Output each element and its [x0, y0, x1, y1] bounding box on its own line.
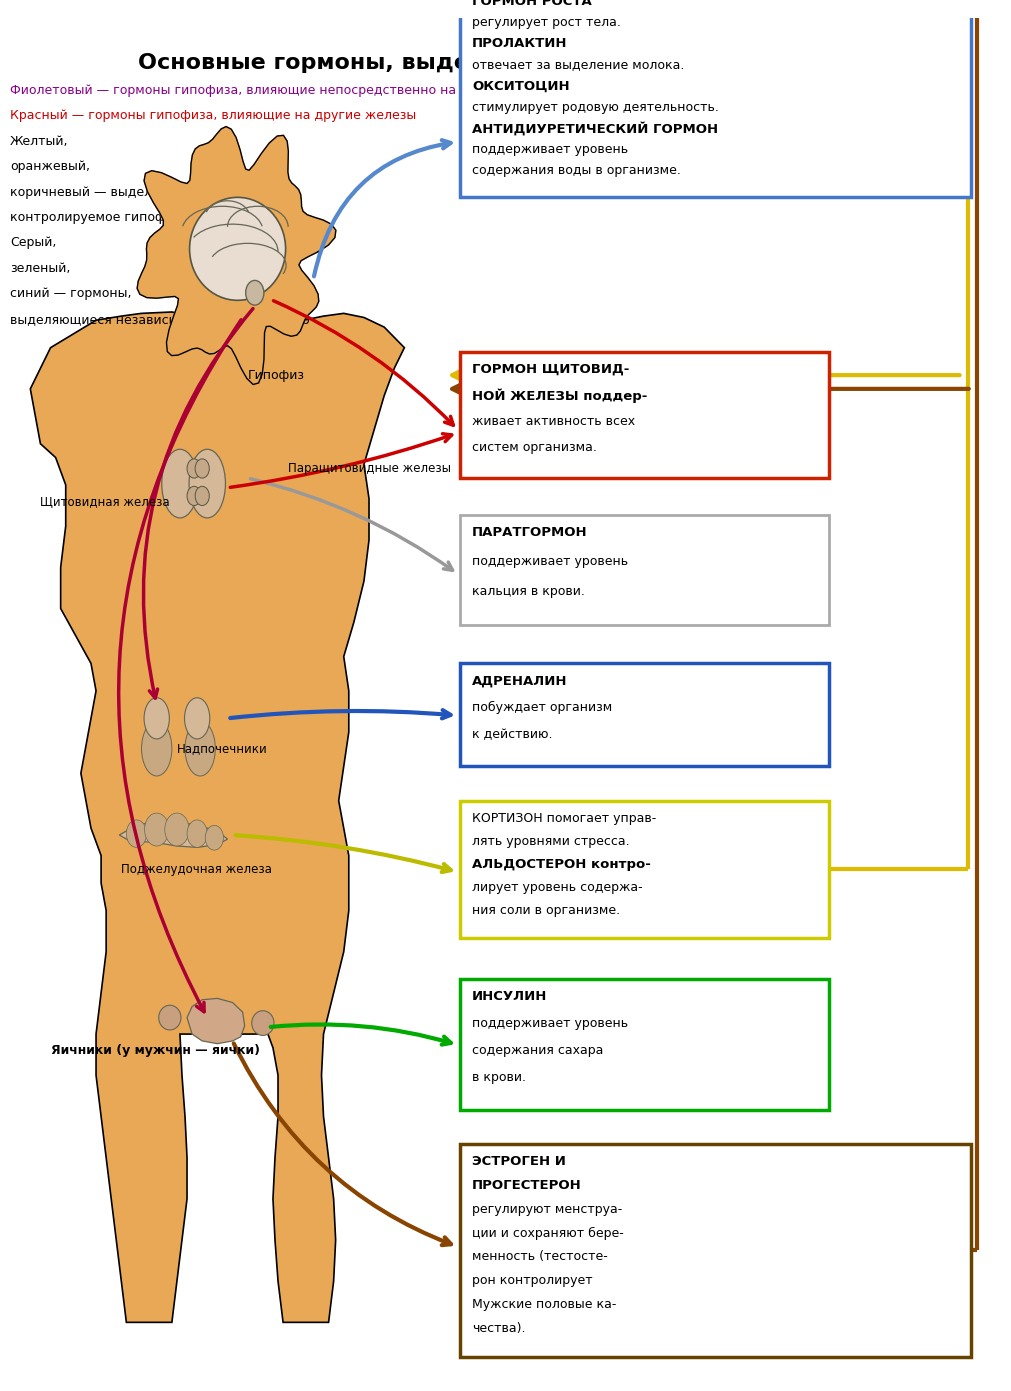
- Text: отвечает за выделение молока.: отвечает за выделение молока.: [472, 58, 684, 71]
- Text: Гипофиз: Гипофиз: [248, 369, 304, 381]
- Text: Основные гормоны, выделяемые эндокринной системой: Основные гормоны, выделяемые эндокринной…: [137, 53, 874, 74]
- Polygon shape: [137, 127, 336, 384]
- Circle shape: [165, 814, 189, 846]
- FancyBboxPatch shape: [460, 515, 829, 625]
- Text: Серый,: Серый,: [10, 236, 57, 249]
- Text: менность (тестосте-: менность (тестосте-: [472, 1251, 608, 1263]
- Text: поддерживает уровень: поддерживает уровень: [472, 1017, 628, 1031]
- Text: ГОРМОН ЩИТОВИД-: ГОРМОН ЩИТОВИД-: [472, 363, 630, 376]
- Circle shape: [205, 825, 223, 850]
- Text: НОЙ ЖЕЛЕЗЫ поддер-: НОЙ ЖЕЛЕЗЫ поддер-: [472, 389, 647, 403]
- Text: синий — гормоны,: синий — гормоны,: [10, 288, 131, 300]
- Circle shape: [126, 819, 147, 847]
- Text: стимулирует родовую деятельность.: стимулирует родовую деятельность.: [472, 102, 719, 114]
- Text: ния соли в организме.: ния соли в организме.: [472, 904, 621, 917]
- Text: ЭСТРОГЕН И: ЭСТРОГЕН И: [472, 1155, 566, 1168]
- Ellipse shape: [252, 1011, 274, 1035]
- Text: выделяющиеся независимо, самостоятельно: выделяющиеся независимо, самостоятельно: [10, 313, 309, 325]
- Circle shape: [195, 487, 209, 505]
- Text: АЛЬДОСТЕРОН контро-: АЛЬДОСТЕРОН контро-: [472, 858, 651, 871]
- Text: АДРЕНАЛИН: АДРЕНАЛИН: [472, 675, 567, 687]
- Text: лять уровнями стресса.: лять уровнями стресса.: [472, 835, 630, 847]
- Circle shape: [187, 487, 201, 505]
- Text: регулируют менструа-: регулируют менструа-: [472, 1203, 623, 1216]
- Ellipse shape: [145, 698, 169, 739]
- Ellipse shape: [246, 281, 264, 305]
- FancyBboxPatch shape: [460, 1143, 971, 1356]
- FancyBboxPatch shape: [460, 801, 829, 938]
- Text: содержания воды в организме.: содержания воды в организме.: [472, 164, 681, 178]
- Text: Паращитовидные железы: Паращитовидные железы: [288, 462, 451, 474]
- Text: Красный — гормоны гипофиза, влияющие на другие железы: Красный — гормоны гипофиза, влияющие на …: [10, 110, 417, 122]
- Text: оранжевый,: оранжевый,: [10, 160, 90, 174]
- Text: систем организма.: систем организма.: [472, 441, 598, 453]
- Text: Надпочечники: Надпочечники: [177, 741, 268, 755]
- Ellipse shape: [185, 721, 215, 776]
- Text: Яичники (у мужчин — яички): Яичники (у мужчин — яички): [51, 1045, 260, 1057]
- Text: Мужские половые ка-: Мужские половые ка-: [472, 1298, 617, 1310]
- Text: ПРОГЕСТЕРОН: ПРОГЕСТЕРОН: [472, 1178, 582, 1192]
- FancyBboxPatch shape: [460, 979, 829, 1110]
- Text: содержания сахара: содержания сахара: [472, 1045, 604, 1057]
- Text: ОКСИТОЦИН: ОКСИТОЦИН: [472, 79, 570, 93]
- Text: поддерживает уровень: поддерживает уровень: [472, 555, 628, 569]
- Text: к действию.: к действию.: [472, 729, 553, 741]
- Text: Поджелудочная железа: Поджелудочная железа: [121, 862, 272, 876]
- Polygon shape: [187, 999, 245, 1043]
- Text: ИНСУЛИН: ИНСУЛИН: [472, 990, 548, 1003]
- Text: ГОРМОН РОСТА: ГОРМОН РОСТА: [472, 0, 591, 8]
- Text: рон контролирует: рон контролирует: [472, 1274, 592, 1287]
- Ellipse shape: [185, 698, 210, 739]
- Text: КОРТИЗОН помогает управ-: КОРТИЗОН помогает управ-: [472, 812, 656, 825]
- Polygon shape: [119, 821, 227, 847]
- Text: АНТИДИУРЕТИЧЕСКИЙ ГОРМОН: АНТИДИУРЕТИЧЕСКИЙ ГОРМОН: [472, 122, 718, 136]
- Text: поддерживает уровень: поддерживает уровень: [472, 143, 628, 156]
- FancyBboxPatch shape: [460, 0, 971, 196]
- Text: в крови.: в крови.: [472, 1071, 526, 1085]
- Text: кальция в крови.: кальция в крови.: [472, 584, 585, 598]
- Text: чества).: чества).: [472, 1321, 526, 1335]
- Text: ции и сохраняют бере-: ции и сохраняют бере-: [472, 1227, 624, 1239]
- Text: контролируемое гипофизом: контролируемое гипофизом: [10, 211, 197, 224]
- Text: Фиолетовый — гормоны гипофиза, влияющие непосредственно на организм: Фиолетовый — гормоны гипофиза, влияющие …: [10, 83, 523, 97]
- Text: регулирует рост тела.: регулирует рост тела.: [472, 17, 621, 29]
- FancyBboxPatch shape: [460, 664, 829, 766]
- Ellipse shape: [162, 449, 198, 517]
- Ellipse shape: [189, 449, 225, 517]
- Circle shape: [195, 459, 209, 479]
- Circle shape: [187, 459, 201, 479]
- Text: Щитовидная железа: Щитовидная железа: [40, 495, 170, 508]
- Ellipse shape: [142, 721, 172, 776]
- Circle shape: [187, 819, 207, 847]
- Text: Желтый,: Желтый,: [10, 135, 69, 147]
- Text: коричневый — выделение гормонов,: коричневый — выделение гормонов,: [10, 185, 255, 199]
- Polygon shape: [30, 312, 404, 1323]
- Text: живает активность всех: живает активность всех: [472, 415, 635, 428]
- Ellipse shape: [159, 1006, 181, 1029]
- Text: зеленый,: зеленый,: [10, 262, 71, 275]
- Text: побуждает организм: побуждает организм: [472, 701, 613, 715]
- Text: лирует уровень содержа-: лирует уровень содержа-: [472, 881, 643, 894]
- Text: ПАРАТГОРМОН: ПАРАТГОРМОН: [472, 526, 587, 540]
- Text: ПРОЛАКТИН: ПРОЛАКТИН: [472, 38, 567, 50]
- FancyBboxPatch shape: [460, 352, 829, 479]
- Circle shape: [145, 814, 169, 846]
- Ellipse shape: [189, 198, 285, 300]
